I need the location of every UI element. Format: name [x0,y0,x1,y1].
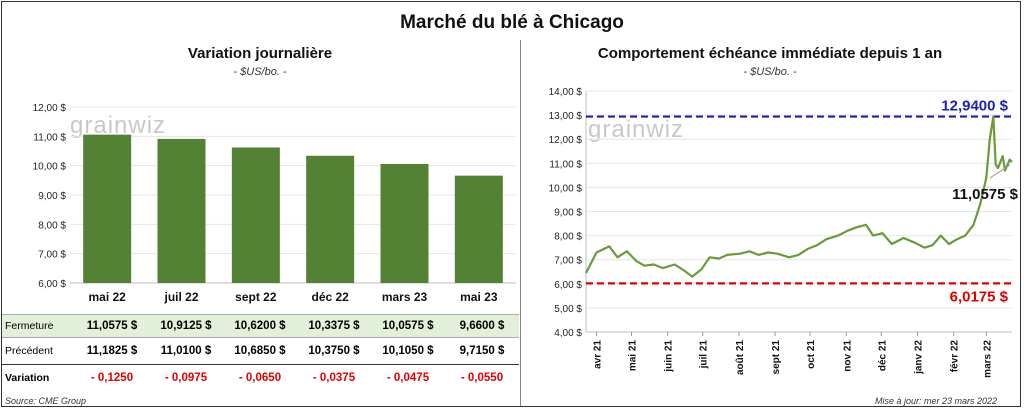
x-tick-label: déc 22 [311,290,349,304]
y-tick-label: 8,00 $ [554,232,582,243]
table-cell: 10,3750 $ [297,337,371,365]
source-note: Source: CME Group [5,396,87,406]
series-line [585,115,1013,278]
y-tick-label: 10,00 $ [33,162,67,173]
y-tick-label: 7,00 $ [38,250,66,261]
y-tick-label: 5,00 $ [554,304,582,315]
table-row-variation: Variation - 0,1250 - 0,0975 - 0,0650 - 0… [2,365,519,392]
bar [157,138,206,283]
y-tick-label: 14,00 $ [549,87,583,98]
y-tick-label: 11,00 $ [549,159,582,170]
line-chart-title: Comportement échéance immédiate depuis 1… [597,45,943,62]
price-table: Fermeture 11,0575 $ 10,9125 $ 10,6200 $ … [2,314,519,391]
bar-chart: 6,00 $ 7,00 $ 8,00 $ 9,00 $ 10,00 $ 11,00 $ 12… [33,103,516,304]
table-cell: 9,7150 $ [445,337,519,365]
updated-note: Mise à jour: mer 23 mars 2022 [875,396,998,406]
table-cell: 10,3375 $ [297,314,371,338]
x-tick-label: juin 21 [664,340,675,373]
x-tick-label: mai 23 [460,290,498,304]
x-tick-label: janv 22 [913,340,924,375]
table-cell: 11,0100 $ [149,337,223,365]
y-tick-label: 13,00 $ [549,111,583,122]
table-cell: 10,9125 $ [149,314,223,338]
table-cell: 11,1825 $ [75,337,149,365]
x-tick-label: mai 21 [628,340,639,372]
table-cell: 11,0575 $ [75,314,149,338]
table-cell: - 0,1250 [90,372,134,384]
row-label: Fermeture [2,314,75,338]
table-cell: - 0,0550 [460,372,504,384]
y-tick-label: 4,00 $ [554,328,582,339]
bar [231,147,280,283]
y-tick-label: 12,00 $ [549,135,583,146]
y-tick-label: 6,00 $ [554,280,582,291]
row-label: Variation [5,372,50,384]
low-reference-label: 6,0175 $ [950,288,1009,305]
x-tick-label: juil 21 [699,340,710,370]
x-tick-label: avr 21 [593,340,604,369]
y-tick-label: 11,00 $ [33,132,66,143]
bar-chart-unit: - $US/bo. - [233,66,287,78]
watermark-logo: grainwiz [588,116,685,143]
high-reference-label: 12,9400 $ [941,98,1008,115]
y-tick-label: 6,00 $ [38,279,66,290]
y-tick-label: 7,00 $ [554,256,582,267]
bar [380,163,429,283]
bar [306,155,355,283]
y-tick-label: 9,00 $ [38,191,66,202]
line-chart: 4,00 $ 5,00 $ 6,00 $ 7,00 $ 8,00 $ 9,00 $ 10,0… [549,87,1019,378]
x-tick-label: sept 21 [771,340,782,375]
table-cell: 10,1050 $ [371,337,445,365]
x-tick-label: déc 21 [877,340,888,372]
x-tick-label: nov 21 [842,340,853,372]
y-tick-label: 10,00 $ [549,183,583,194]
x-tick-label: mars 23 [382,290,428,304]
y-tick-label: 9,00 $ [554,208,582,219]
x-tick-label: oct 21 [806,340,817,369]
page-title: Marché du blé à Chicago [400,12,624,33]
table-cell: 10,6200 $ [223,314,297,338]
x-tick-label: sept 22 [235,290,277,304]
x-tick-label: août 21 [735,340,746,375]
table-cell: 9,6600 $ [445,314,519,338]
last-value-label: 11,0575 $ [952,186,1019,203]
line-chart-unit: - $US/bo. - [743,66,797,78]
x-tick-label: juil 22 [163,290,198,304]
row-label: Précédent [2,337,75,365]
x-tick-label: févr 22 [950,340,961,373]
x-tick-label: mai 22 [88,290,126,304]
table-cell: 10,0575 $ [371,314,445,338]
table-cell: - 0,0375 [312,372,356,384]
table-row-fermeture: Fermeture 11,0575 $ 10,9125 $ 10,6200 $ … [2,314,519,338]
table-row-precedent: Précédent 11,1825 $ 11,0100 $ 10,6850 $ … [2,337,519,365]
panel-divider [520,40,521,406]
y-tick-label: 8,00 $ [38,220,66,231]
table-cell: - 0,0975 [164,372,208,384]
table-cell: - 0,0475 [386,372,430,384]
last-value-leader [989,164,1011,179]
watermark-logo: grainwiz [70,112,167,139]
bar-chart-title: Variation journalière [187,45,333,62]
bar [83,134,132,283]
x-tick-label: mars 22 [982,340,993,378]
bar [454,175,503,283]
y-tick-label: 12,00 $ [33,103,67,114]
table-cell: 10,6850 $ [223,337,297,365]
table-cell: - 0,0650 [238,372,282,384]
